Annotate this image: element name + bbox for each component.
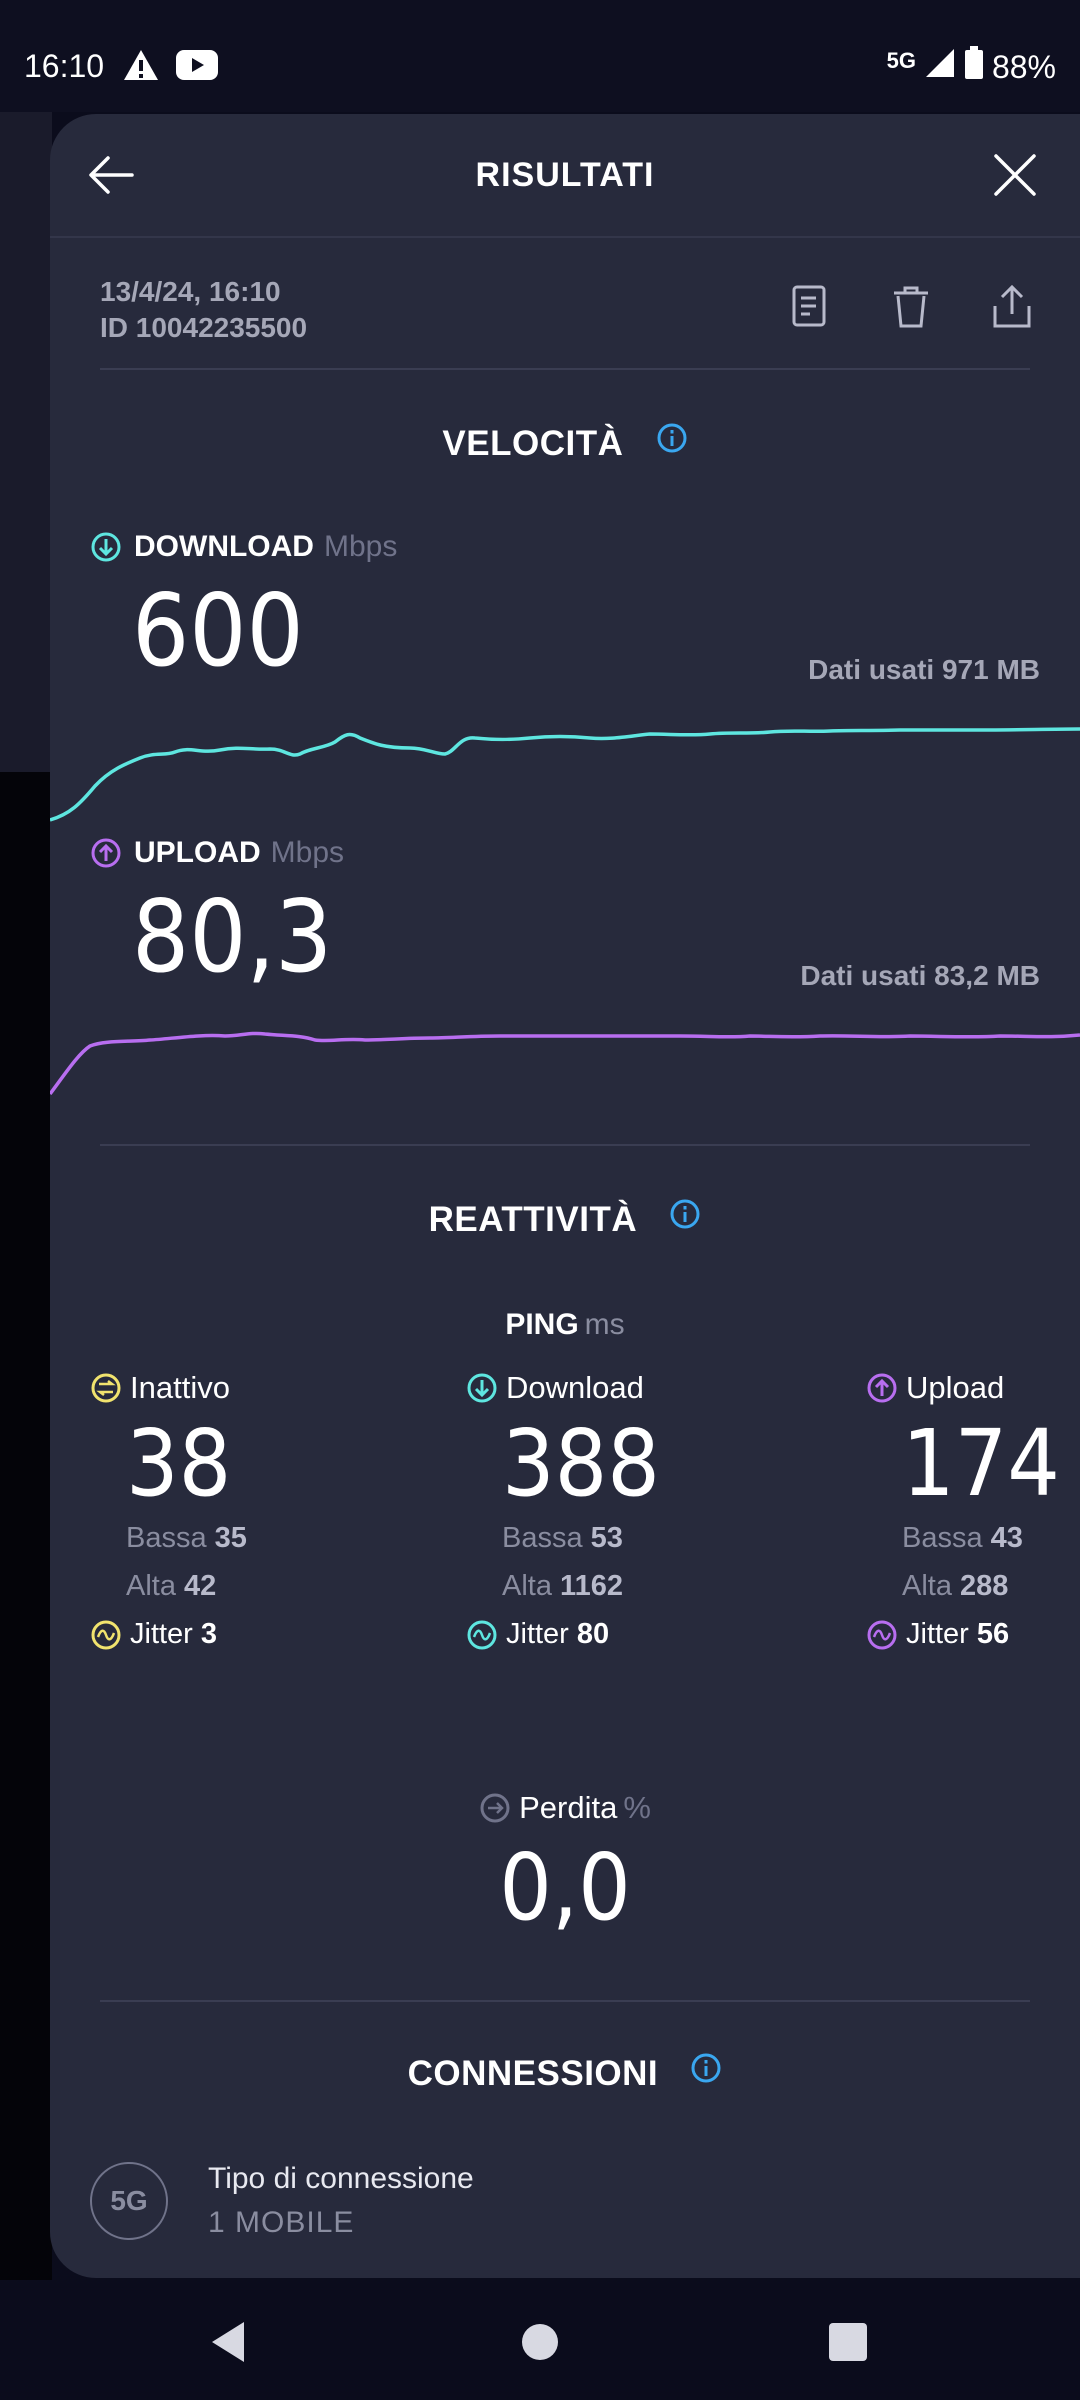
jitter-icon — [867, 1620, 897, 1649]
info-icon[interactable] — [669, 1198, 701, 1239]
ping-download-value: 388 — [502, 1410, 660, 1517]
result-date: 13/4/24, 16:10 — [100, 276, 281, 307]
result-meta: 13/4/24, 16:10 ID 10042235500 — [100, 274, 307, 346]
result-id: ID 10042235500 — [100, 312, 308, 343]
jitter-icon — [91, 1620, 121, 1649]
ping-idle-value: 38 — [126, 1410, 232, 1517]
ping-label: PING — [505, 1308, 579, 1341]
upload-data-used: Dati usati 83,2 MB — [800, 960, 1040, 991]
upload-speed-value: 80,3 — [132, 878, 333, 995]
ping-title: PING ms — [50, 1308, 1080, 1342]
battery-icon — [964, 46, 984, 88]
connections-title: CONNESSIONI — [407, 2054, 659, 2093]
connection-type-row: 5G Tipo di connessione 1 MOBILE — [90, 2162, 990, 2262]
notes-icon[interactable] — [790, 284, 830, 335]
connection-type-value: 1 MOBILE — [208, 2206, 355, 2239]
ping-download-jitter: Jitter 80 — [466, 1618, 660, 1651]
packet-loss-label: Perdita% — [50, 1790, 1080, 1826]
upload-title: UPLOAD — [134, 836, 261, 869]
ping-idle-column: Inattivo 38 Bassa 35 Alta 42 Jitter 3 — [90, 1370, 247, 1651]
results-header: RISULTATI — [50, 114, 1080, 238]
jitter-icon — [467, 1620, 497, 1649]
status-bar: 16:10 5G 88% — [0, 0, 1080, 112]
youtube-icon — [176, 50, 218, 85]
download-speed-value: 600 — [132, 572, 304, 689]
info-icon[interactable] — [690, 2052, 722, 2093]
responsiveness-section-title: REATTIVITÀ — [50, 1198, 1080, 1240]
upload-arrow-icon — [867, 1373, 897, 1403]
ping-upload-label: Upload — [866, 1370, 1060, 1406]
nav-back-icon[interactable] — [208, 2320, 248, 2369]
page-title: RISULTATI — [475, 156, 655, 194]
upload-arrow-icon — [91, 838, 121, 868]
ping-upload-low: Bassa 43 — [902, 1522, 1023, 1554]
ping-download-high: Alta 1162 — [502, 1570, 623, 1602]
responsiveness-title: REATTIVITÀ — [428, 1200, 638, 1239]
background-app-dark — [0, 772, 52, 2280]
alert-icon — [122, 48, 160, 87]
download-arrow-icon — [467, 1373, 497, 1403]
speed-title: VELOCITÀ — [442, 424, 624, 463]
info-icon[interactable] — [656, 422, 688, 463]
ping-idle-jitter: Jitter 3 — [90, 1618, 247, 1651]
ping-download-column: Download 388 Bassa 53 Alta 1162 Jitter 80 — [466, 1370, 660, 1651]
upload-speed-graph — [50, 1031, 1080, 1096]
download-title: DOWNLOAD — [134, 530, 314, 563]
network-type: 5G — [886, 48, 916, 73]
idle-icon — [91, 1373, 121, 1403]
download-label: DOWNLOAD Mbps — [90, 530, 397, 564]
download-data-used: Dati usati 971 MB — [808, 654, 1040, 685]
battery-level: 88% — [991, 48, 1056, 85]
ping-upload-jitter: Jitter 56 — [866, 1618, 1060, 1651]
navigation-bar — [0, 2280, 1080, 2400]
packet-loss-icon — [480, 1793, 510, 1823]
download-unit: Mbps — [323, 530, 398, 563]
ping-download-label: Download — [466, 1370, 660, 1406]
share-icon[interactable] — [990, 284, 1034, 335]
nav-home-icon[interactable] — [520, 2322, 560, 2367]
nav-recents-icon[interactable] — [828, 2322, 868, 2367]
upload-label: UPLOAD Mbps — [90, 836, 344, 870]
divider — [100, 1144, 1030, 1146]
download-speed-graph — [50, 727, 1080, 822]
close-icon[interactable] — [992, 152, 1038, 203]
ping-idle-low: Bassa 35 — [126, 1522, 247, 1554]
status-time: 16:10 — [24, 48, 105, 84]
ping-unit: ms — [584, 1308, 625, 1341]
background-app — [0, 112, 52, 772]
trash-icon[interactable] — [890, 284, 932, 335]
results-sheet: RISULTATI 13/4/24, 16:10 ID 10042235500 … — [50, 114, 1080, 2278]
download-arrow-icon — [91, 532, 121, 562]
ping-download-low: Bassa 53 — [502, 1522, 623, 1554]
connections-section-title: CONNESSIONI — [50, 2052, 1080, 2094]
divider — [100, 2000, 1030, 2002]
connection-type-label: Tipo di connessione — [208, 2162, 474, 2195]
packet-loss-value: 0,0 — [499, 1834, 631, 1941]
ping-upload-value: 174 — [902, 1410, 1060, 1517]
divider — [100, 368, 1030, 370]
ping-idle-label: Inattivo — [90, 1370, 247, 1406]
connection-5g-icon: 5G — [90, 2162, 168, 2240]
ping-upload-column: Upload 174 Bassa 43 Alta 288 Jitter 56 — [866, 1370, 1060, 1651]
signal-icon — [924, 47, 956, 87]
ping-idle-high: Alta 42 — [126, 1570, 217, 1602]
ping-upload-high: Alta 288 — [902, 1570, 1009, 1602]
speed-section-title: VELOCITÀ — [50, 422, 1080, 464]
back-arrow-icon[interactable] — [86, 150, 136, 205]
upload-unit: Mbps — [270, 836, 345, 869]
